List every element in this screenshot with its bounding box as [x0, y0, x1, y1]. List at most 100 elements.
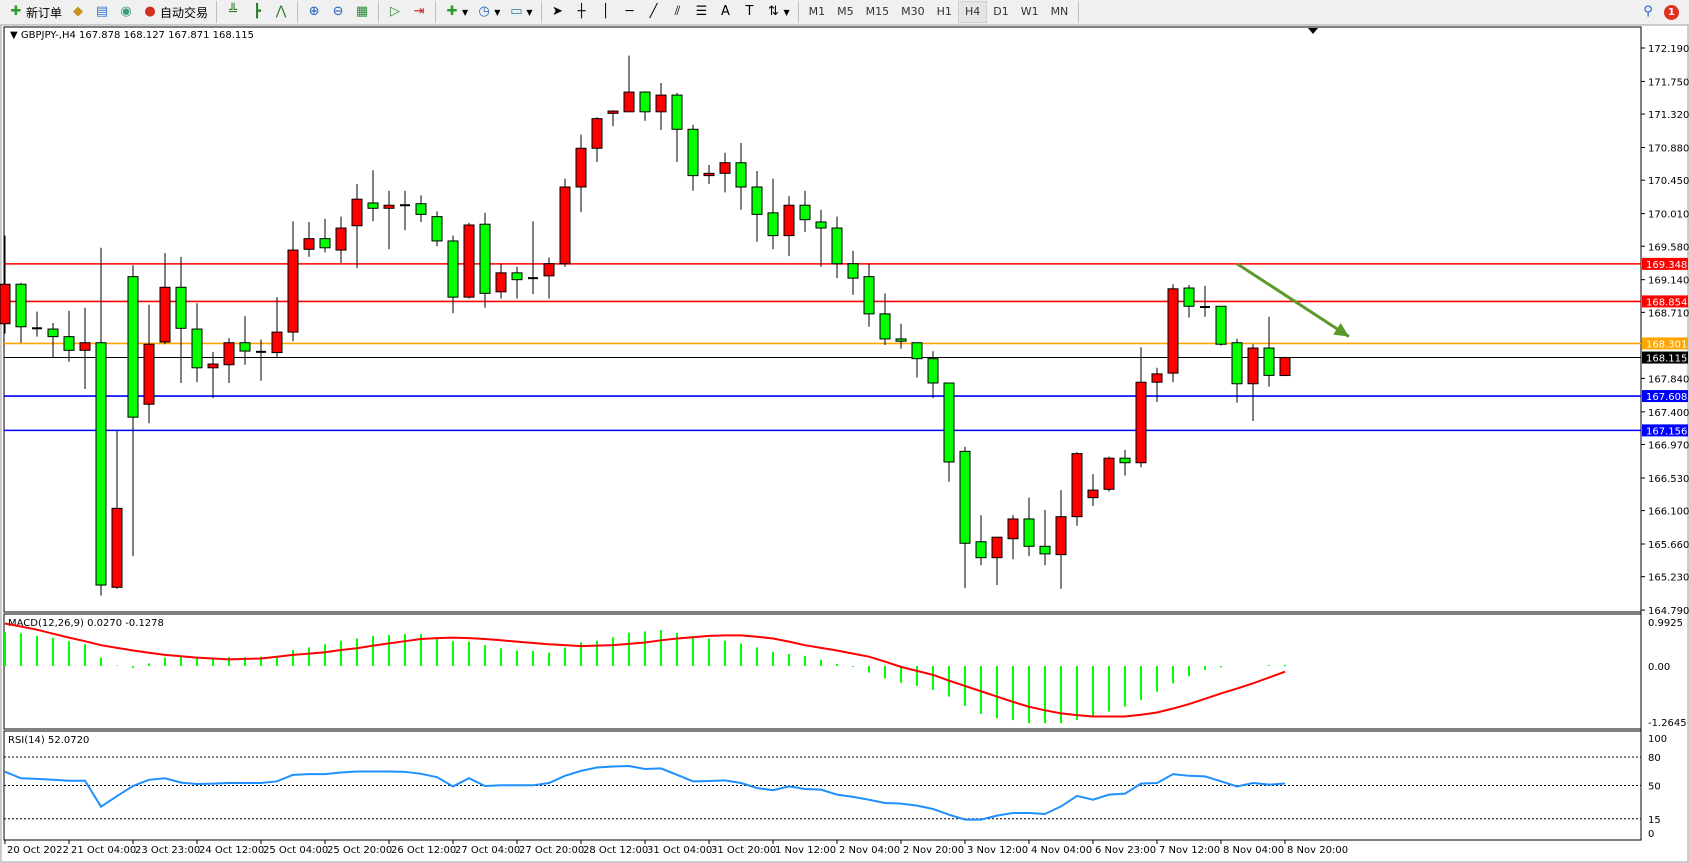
timeframe-mn-button[interactable]: MN	[1050, 5, 1069, 18]
toolbar-group-indicators: ✚ ▼ ◷ ▼ ▭ ▼	[436, 1, 542, 23]
timeframe-h1-button[interactable]: H1	[936, 5, 952, 18]
candle	[1087, 474, 1099, 507]
timeframe-m30-button[interactable]: M30	[901, 5, 925, 18]
trend-arrow-line	[1236, 262, 1350, 338]
crosshair-button[interactable]: ┼	[571, 2, 593, 22]
price-level-badge	[1642, 351, 1688, 364]
text-label-button[interactable]: T	[739, 2, 761, 22]
market-watch-button[interactable]: ▤	[91, 2, 113, 22]
candle-body	[1279, 357, 1291, 377]
time-tick-label: 24 Oct 12:00	[199, 845, 264, 856]
candle-body	[799, 204, 811, 221]
gold-icon: ◆	[73, 4, 84, 19]
price-tick-label: 171.750	[1648, 77, 1689, 88]
candle	[303, 221, 315, 257]
candle	[127, 265, 139, 557]
horizontal-line-button[interactable]: ─	[619, 2, 641, 22]
candle-body	[95, 342, 107, 586]
candle-body	[879, 313, 891, 340]
candle	[383, 190, 395, 250]
price-level-badge	[1642, 424, 1688, 437]
templates-button[interactable]: ▭ ▼	[505, 2, 535, 22]
candle-body	[111, 507, 123, 588]
candle	[575, 134, 587, 213]
time-tick-label: 31 Oct 20:00	[711, 845, 776, 856]
candle-body	[79, 342, 91, 351]
auto-scroll-button[interactable]: ▷	[384, 2, 406, 22]
macd-signal-line	[4, 622, 1286, 718]
candle	[687, 124, 699, 191]
search-button[interactable]: ⚲	[1637, 2, 1659, 22]
candle-body	[127, 276, 139, 418]
arrows-button[interactable]: ⇅ ▼	[763, 2, 793, 22]
auto-trading-label: 自动交易	[160, 5, 209, 20]
candle	[655, 82, 667, 131]
candle-body	[543, 263, 555, 277]
templates-icon: ▭	[510, 4, 523, 19]
timeframe-m15-button[interactable]: M15	[865, 5, 890, 18]
vertical-line-button[interactable]: │	[595, 2, 617, 22]
signal-icon: ◉	[120, 4, 132, 19]
timeframe-m5-button[interactable]: M5	[837, 5, 854, 18]
tile-windows-button[interactable]: ▦	[351, 2, 373, 22]
gold-button[interactable]: ◆	[67, 2, 89, 22]
timeframe-w1-button[interactable]: W1	[1020, 5, 1039, 18]
bar-chart-button[interactable]: ╩	[222, 2, 244, 22]
timeframe-m1-button[interactable]: M1	[808, 5, 826, 18]
price-level-label: 168.854	[1646, 297, 1687, 308]
candle	[815, 209, 827, 267]
search-icon: ⚲	[1643, 4, 1653, 19]
candle	[32, 311, 42, 337]
fibonacci-button[interactable]: ☰	[691, 2, 713, 22]
candle-body	[159, 286, 171, 343]
candle-body	[959, 450, 971, 544]
toolbar: ✚ 新订单 ◆ ▤ ◉ ● 自动交易 ╩ ┣ ⋀ ⊕ ⊖ ▦ ▷ ⇥ ✚ ▼ ◷ ▼…	[0, 0, 1689, 25]
notification-button[interactable]: 1	[1661, 2, 1682, 22]
toolbar-group-chart-type: ╩ ┣ ⋀	[217, 1, 299, 23]
indicators-button[interactable]: ✚ ▼	[441, 2, 471, 22]
time-tick-label: 7 Nov 12:00	[1159, 845, 1220, 856]
fibonacci-channel-button[interactable]: ⫽	[667, 2, 689, 22]
candle-body	[623, 91, 635, 113]
candle	[63, 310, 75, 362]
time-tick-label: 27 Oct 04:00	[455, 845, 520, 856]
text-button[interactable]: A	[715, 2, 737, 22]
toolbar-group-drawing: ➤ ┼ │ ─ ╱ ⫽ ☰ A T ⇅ ▼	[542, 1, 799, 23]
chevron-down-icon: ▼	[783, 7, 790, 17]
candle-body	[671, 94, 683, 130]
zoom-in-button[interactable]: ⊕	[303, 2, 325, 22]
line-chart-button[interactable]: ⋀	[270, 2, 292, 22]
candle-body	[1087, 489, 1099, 499]
timeframe-h4-button[interactable]: H4	[957, 1, 988, 23]
line-chart-icon: ⋀	[275, 4, 287, 19]
signal-button[interactable]: ◉	[115, 2, 137, 22]
auto-scroll-icon: ▷	[390, 4, 401, 19]
price-level-badge	[1642, 390, 1688, 403]
vertical-line-icon: │	[601, 4, 610, 19]
price-tick-label: 172.190	[1648, 44, 1689, 55]
price-tick-label: 170.450	[1648, 176, 1689, 187]
candlestick-button[interactable]: ┣	[246, 2, 268, 22]
candle	[415, 195, 427, 222]
candle-body	[1247, 347, 1259, 385]
trendline-button[interactable]: ╱	[643, 2, 665, 22]
zoom-out-button[interactable]: ⊖	[327, 2, 349, 22]
price-tick-label: 164.790	[1648, 606, 1689, 617]
periods-button[interactable]: ◷ ▼	[473, 2, 503, 22]
time-tick-label: 25 Oct 20:00	[327, 845, 392, 856]
candle-body	[415, 203, 427, 215]
chart-shift-button[interactable]: ⇥	[408, 2, 430, 22]
cursor-button[interactable]: ➤	[547, 2, 569, 22]
new-order-button[interactable]: ✚ 新订单	[5, 2, 65, 22]
auto-trading-button[interactable]: ● 自动交易	[139, 2, 211, 22]
candle	[111, 430, 123, 589]
candle-body	[1071, 453, 1083, 518]
candle	[943, 382, 955, 482]
candle-body	[639, 91, 651, 113]
chart-header-text: ▼ GBPJPY-,H4 167.878 168.127 167.871 168…	[10, 30, 254, 41]
candle-body	[383, 204, 395, 209]
candle	[895, 323, 907, 349]
timeframe-d1-button[interactable]: D1	[993, 5, 1009, 18]
macd-tick-label: -1.2645	[1648, 718, 1687, 729]
